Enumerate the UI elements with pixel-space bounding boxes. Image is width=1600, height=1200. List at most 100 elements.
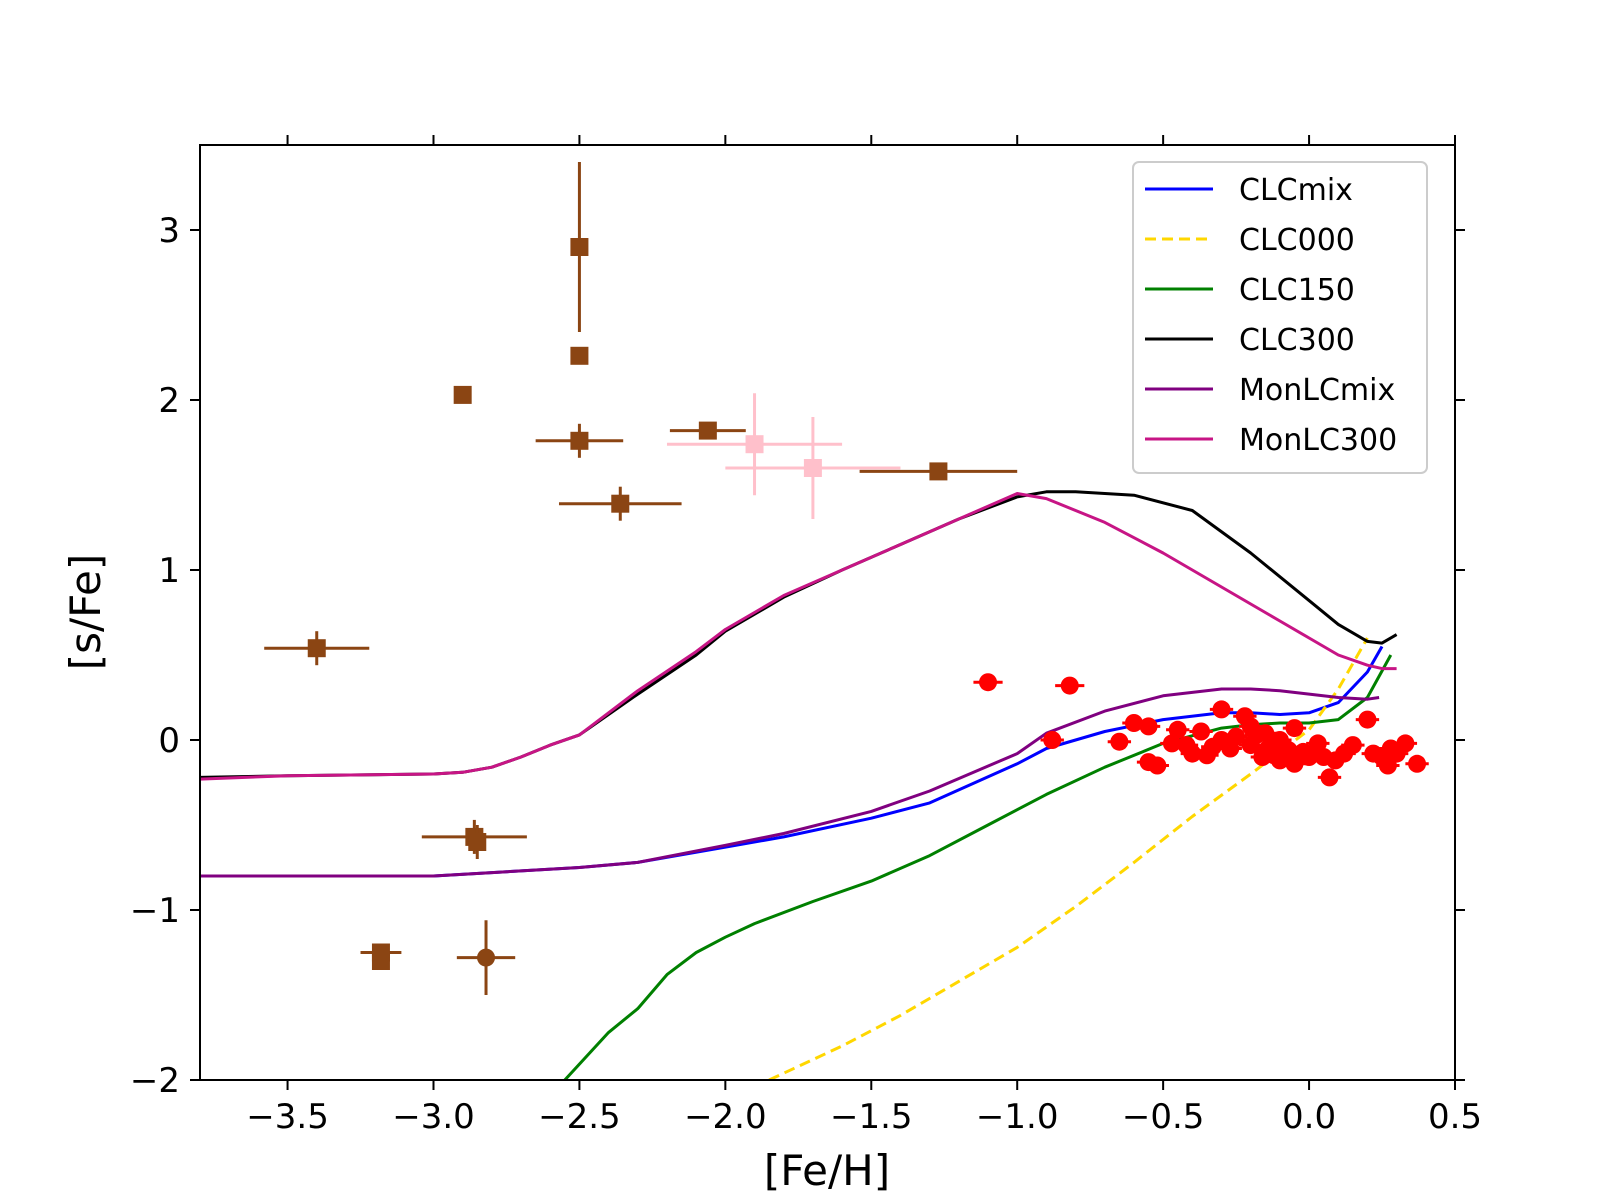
square-marker [570, 238, 589, 256]
legend-label-clcmix: CLCmix [1239, 173, 1353, 208]
legend-label-monlcmix: MonLCmix [1239, 373, 1395, 408]
series-line-monlcmix [200, 687, 1380, 878]
disk-stars-point [1341, 736, 1365, 755]
halo-stars-point [570, 162, 589, 332]
circle-marker [1227, 727, 1246, 746]
halo-stars-point [453, 385, 472, 404]
disk-stars-point [1107, 732, 1132, 751]
disk-stars-point [1145, 756, 1169, 775]
y-tick-label: 2 [158, 381, 180, 421]
disk-stars-point [1306, 734, 1330, 753]
halo-star-circle-point [456, 920, 516, 995]
y-tick-label: −2 [130, 1061, 180, 1101]
circle-marker [1203, 737, 1222, 756]
y-tick-label: 0 [158, 721, 180, 761]
disk-stars-point [1355, 710, 1380, 729]
square-marker [453, 385, 472, 404]
legend-label-monlc300: MonLC300 [1239, 423, 1397, 458]
circle-marker [1168, 720, 1187, 739]
circle-marker [1183, 744, 1202, 763]
x-tick-label: −3.0 [392, 1097, 475, 1137]
circle-marker [979, 673, 998, 692]
halo-stars-point [570, 346, 589, 365]
disk-stars-point [1253, 724, 1277, 743]
circle-marker [1124, 714, 1143, 732]
square-marker [570, 431, 589, 450]
circle-marker [477, 948, 496, 967]
plot-frame [199, 144, 1456, 1081]
circle-marker [1110, 732, 1129, 751]
disk-stars-point [1224, 727, 1248, 746]
disk-stars-point [973, 673, 1003, 692]
y-tick-label: 3 [158, 211, 180, 251]
ticks-layer: −3.5 −3.0 −2.5 −2.0 −1.5 −1.0 −0.5 0.0 0.5 −2 −1 0 1… [130, 135, 1482, 1137]
legend-label-clc000: CLC000 [1239, 223, 1355, 258]
circle-marker [1256, 724, 1275, 743]
square-marker [745, 435, 764, 454]
circle-marker [1343, 736, 1362, 755]
legend-label-clc300: CLC300 [1239, 323, 1355, 358]
halo-stars-point [859, 462, 1018, 481]
halo-stars-point [371, 952, 390, 970]
square-marker [307, 639, 326, 658]
circle-marker [1060, 676, 1079, 695]
circle-marker [1270, 751, 1289, 770]
legend: CLCmix CLC000 CLC150 CLC300 MonLCmix MonLC300 [1132, 161, 1428, 474]
disk-stars-point [1317, 768, 1342, 787]
square-marker [929, 462, 948, 481]
pink-stars-point [666, 393, 843, 496]
x-axis-label: [Fe/H] [764, 1146, 890, 1195]
points-layer [264, 162, 1429, 995]
disk-stars-point [1209, 700, 1234, 719]
disk-stars-point [1393, 734, 1418, 753]
halo-stars-point [558, 486, 682, 521]
circle-marker [1212, 700, 1231, 719]
circle-marker [1396, 734, 1415, 753]
disk-stars-point [1268, 751, 1292, 770]
y-tick-label: −1 [130, 891, 180, 931]
x-tick-label: −1.5 [830, 1097, 913, 1137]
x-tick-label: −2.5 [538, 1097, 621, 1137]
legend-label-clc150: CLC150 [1239, 273, 1355, 308]
x-tick-label: −0.5 [1122, 1097, 1205, 1137]
y-tick-label: 1 [158, 551, 180, 591]
disk-stars-point [1122, 714, 1146, 732]
square-marker [803, 459, 822, 477]
circle-marker [1320, 768, 1339, 787]
x-tick-label: 0.5 [1428, 1097, 1482, 1137]
circle-marker [1162, 734, 1181, 753]
x-tick-label: −1.0 [976, 1097, 1059, 1137]
x-tick-label: 0.0 [1282, 1097, 1336, 1137]
disk-stars-point [1189, 722, 1213, 741]
series-line-monlc300 [200, 492, 1397, 781]
series-line-clc000 [768, 637, 1369, 1080]
disk-stars-point [1040, 731, 1064, 749]
disk-stars-point [1405, 754, 1429, 773]
disk-stars-point [1055, 676, 1085, 695]
halo-stars-point [669, 421, 746, 440]
circle-marker [1285, 719, 1304, 738]
circle-marker [1408, 754, 1427, 773]
circle-marker [1148, 756, 1167, 775]
disk-stars-point [1201, 737, 1225, 756]
square-marker [698, 421, 717, 440]
pink-stars-point [725, 417, 901, 519]
circle-marker [1192, 722, 1211, 741]
square-marker [570, 346, 589, 365]
series-line-clc150 [563, 654, 1393, 1080]
y-axis-label: [s/Fe] [61, 554, 110, 671]
x-tick-label: −2.0 [684, 1097, 767, 1137]
halo-stars-point [468, 825, 487, 859]
halo-stars-point [264, 631, 370, 666]
circle-marker [1043, 731, 1062, 749]
circle-marker [1300, 748, 1319, 766]
halo-stars-point [535, 423, 624, 458]
x-tick-label: −3.5 [246, 1097, 329, 1137]
square-marker [371, 952, 390, 970]
square-marker [468, 833, 487, 851]
disk-stars-point [1166, 720, 1190, 739]
circle-marker [1308, 734, 1327, 753]
square-marker [611, 494, 630, 513]
circle-marker [1358, 710, 1377, 729]
